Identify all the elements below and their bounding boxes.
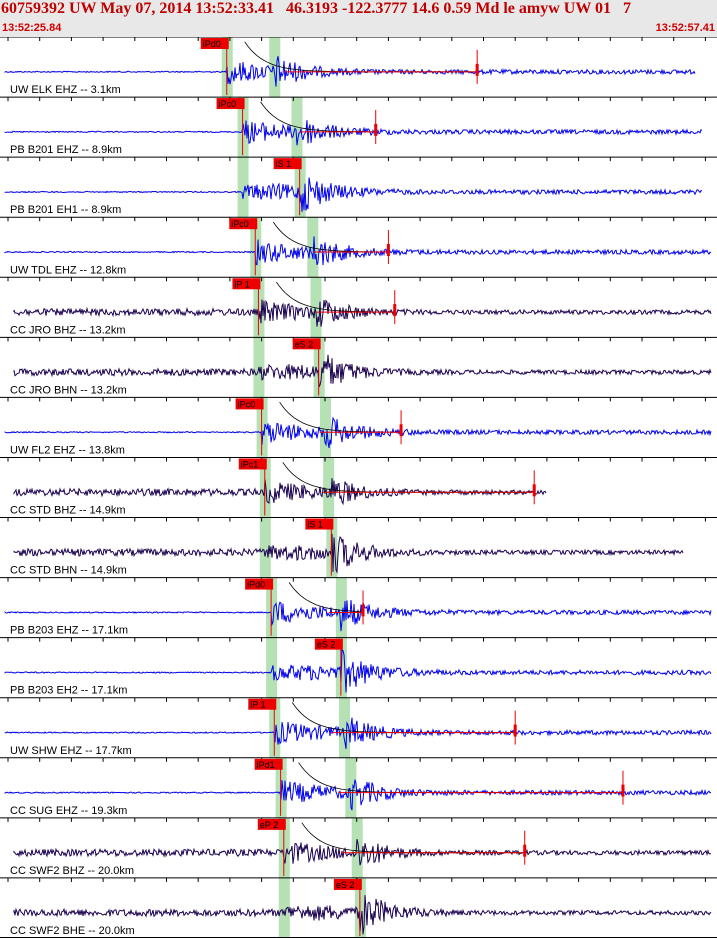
- station-label: CC STD BHN -- 14.9km: [10, 565, 127, 577]
- pick-flag: [273, 158, 302, 170]
- coda-end-marker-bar: [399, 424, 403, 437]
- coda-end-marker-bar: [374, 123, 378, 136]
- p-arrival-window-band: [259, 517, 271, 579]
- station-label: UW ELK EHZ -- 3.1km: [10, 84, 121, 96]
- coda-decay-curve: [288, 582, 362, 612]
- coda-end-marker-bar: [513, 724, 517, 737]
- station-label: PB B201 EHZ -- 8.9km: [10, 144, 122, 156]
- pick-label: eP 2: [260, 820, 278, 830]
- waveform-trace: [4, 717, 712, 749]
- p-arrival-window-band: [250, 217, 262, 278]
- s-arrival-window-band: [323, 457, 335, 519]
- station-label: CC SWF2 BHZ -- 20.0km: [10, 865, 134, 877]
- waveform-trace: [4, 600, 712, 632]
- pick-label: iPd0: [203, 39, 221, 49]
- waveform-trace: [4, 177, 703, 212]
- station-label: CC JRO BHN -- 13.2km: [10, 384, 127, 396]
- waveform-trace: [4, 120, 703, 146]
- coda-end-marker-bar: [532, 484, 536, 497]
- station-label: CC SWF2 BHE -- 20.0km: [10, 925, 135, 937]
- pick-label: eS 2: [295, 339, 314, 349]
- pick-label: iPc0: [231, 219, 249, 229]
- coda-end-marker-bar: [523, 844, 527, 857]
- end-time: 13:52:57.41: [655, 22, 715, 34]
- coda-decay-curve: [282, 462, 532, 493]
- pick-label: iP 1: [234, 279, 249, 289]
- p-arrival-window-band: [237, 157, 249, 218]
- pick-flag: [216, 98, 245, 110]
- s-arrival-window-band: [320, 397, 331, 458]
- waveform-trace: [4, 56, 696, 87]
- coda-end-marker-bar: [393, 304, 397, 317]
- seismogram-plot: iPd0 UW ELK EHZ -- 3.1km iPc0 PB B201 EHZ -…: [0, 37, 717, 938]
- coda-end-marker-bar: [621, 784, 625, 797]
- pick-label: iPc1: [241, 459, 259, 469]
- station-label: UW FL2 EHZ -- 13.8km: [10, 444, 125, 456]
- waveform-trace: [4, 236, 712, 266]
- coda-decay-curve: [291, 702, 515, 733]
- pick-label: iS 1: [307, 520, 323, 530]
- pick-flag: [200, 38, 229, 49]
- station-label: PB B201 EH1 -- 8.9km: [10, 204, 121, 216]
- pick-flag: [257, 818, 286, 830]
- pick-flag: [314, 638, 343, 650]
- start-time: 13:52:25.84: [2, 22, 62, 34]
- station-label: CC JRO BHZ -- 13.2km: [10, 324, 126, 336]
- waveform-trace: [13, 299, 712, 327]
- header-bar: 60759392 UW May 07, 2014 13:52:33.41 46.…: [0, 0, 717, 37]
- station-label: PB B203 EHZ -- 17.1km: [10, 625, 128, 637]
- pick-flag: [238, 458, 267, 470]
- pick-label: iPc0: [238, 399, 256, 409]
- s-arrival-window-band: [335, 577, 347, 639]
- waveform-trace: [13, 533, 684, 574]
- waveform-trace: [13, 354, 712, 389]
- pick-label: eS 2: [336, 880, 355, 890]
- pick-flag: [254, 758, 283, 770]
- pick-label: iPc0: [219, 99, 237, 109]
- s-arrival-window-band: [351, 817, 363, 879]
- s-arrival-window-band: [339, 697, 351, 759]
- s-arrival-window-band: [345, 757, 357, 819]
- event-title: 60759392 UW May 07, 2014 13:52:33.41 46.…: [1, 0, 632, 17]
- p-arrival-window-band: [266, 637, 278, 699]
- pick-flag: [333, 878, 362, 890]
- pick-label: iPd0: [247, 580, 265, 590]
- station-label: UW SHW EHZ -- 17.7km: [10, 745, 132, 757]
- station-label: UW TDL EHZ -- 12.8km: [10, 264, 126, 276]
- pick-flag: [292, 338, 321, 350]
- pick-flag: [235, 398, 264, 410]
- pick-label: iS 1: [276, 159, 292, 169]
- pick-flag: [248, 698, 277, 710]
- pick-label: iPd1: [257, 760, 275, 770]
- waveform-trace: [13, 478, 547, 506]
- station-label: CC STD BHZ -- 14.9km: [10, 505, 126, 517]
- waveform-trace: [13, 838, 712, 866]
- coda-end-marker-bar: [361, 604, 365, 617]
- pick-flag: [232, 278, 261, 290]
- p-arrival-window-band: [278, 877, 290, 938]
- pick-flag: [229, 218, 258, 230]
- coda-decay-curve: [260, 101, 375, 133]
- pick-label: iP 1: [250, 700, 265, 710]
- station-label: PB B203 EH2 -- 17.1km: [10, 685, 127, 697]
- waveform-trace: [13, 895, 712, 935]
- coda-decay-curve: [301, 822, 524, 854]
- pick-flag: [245, 578, 274, 590]
- pick-flag: [305, 518, 334, 530]
- s-arrival-window-band: [307, 217, 319, 278]
- station-label: CC SUG EHZ -- 19.3km: [10, 805, 127, 817]
- waveform-trace: [4, 649, 712, 693]
- pick-label: eS 2: [317, 640, 336, 650]
- coda-end-marker-bar: [475, 63, 479, 76]
- coda-end-marker-bar: [386, 244, 390, 257]
- s-arrival-window-band: [269, 37, 281, 98]
